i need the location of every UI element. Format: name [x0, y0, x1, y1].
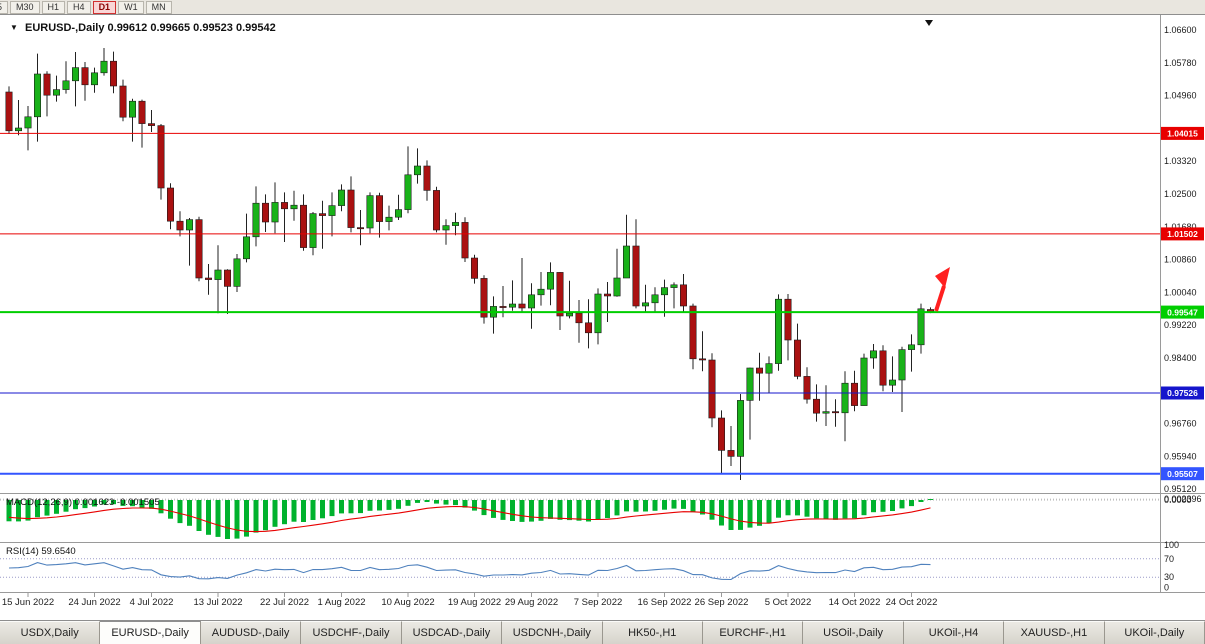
chart-tab-usdx-daily[interactable]: USDX,Daily: [0, 621, 101, 644]
svg-text:14 Oct 2022: 14 Oct 2022: [829, 597, 881, 608]
timeframe-button-h1[interactable]: H1: [41, 0, 66, 14]
price-line-badges: 1.04015 1.01502 0.99547 0.97526 0.95507: [1161, 126, 1204, 481]
chart-tab-usdchf-daily[interactable]: USDCHF-,Daily: [301, 621, 402, 644]
svg-text:1.04015: 1.04015: [1167, 129, 1198, 139]
horizontal-support-resistance-lines[interactable]: [0, 132, 1160, 475]
svg-text:22 Jul 2022: 22 Jul 2022: [260, 597, 309, 608]
svg-text:24 Oct 2022: 24 Oct 2022: [886, 597, 938, 608]
svg-text:13 Jul 2022: 13 Jul 2022: [193, 597, 242, 608]
chart-tab-eurusd-daily[interactable]: EURUSD-,Daily: [100, 621, 201, 644]
svg-text:7 Sep 2022: 7 Sep 2022: [574, 597, 623, 608]
price-axis-labels: 1.06600 1.05780 1.04960 1.03320 1.02500 1.016…: [1164, 25, 1197, 494]
rsi-line: [8, 562, 931, 581]
rsi-indicator-label: RSI(14) 59.6540: [6, 546, 76, 557]
svg-text:1.04960: 1.04960: [1164, 91, 1197, 101]
trend-arrow-annotation[interactable]: [934, 267, 950, 312]
macd-signal-line: [8, 505, 931, 533]
svg-text:1.05780: 1.05780: [1164, 58, 1197, 68]
chart-tab-ukoil-h4[interactable]: UKOil-,H4: [903, 621, 1005, 644]
svg-text:0.99547: 0.99547: [1167, 307, 1198, 317]
svg-text:100: 100: [1164, 540, 1179, 550]
svg-text:0: 0: [1164, 583, 1169, 593]
chart-title: ▼ EURUSD-,Daily 0.99612 0.99665 0.99523 …: [10, 22, 276, 34]
svg-text:29 Aug 2022: 29 Aug 2022: [505, 597, 558, 608]
svg-text:5 Oct 2022: 5 Oct 2022: [765, 597, 811, 608]
symbol-dropdown-triangle-icon[interactable]: ▼: [10, 23, 18, 32]
svg-text:1.00860: 1.00860: [1164, 255, 1197, 265]
rsi-value: 59.6540: [41, 546, 76, 557]
svg-text:10 Aug 2022: 10 Aug 2022: [381, 597, 434, 608]
svg-text:19 Aug 2022: 19 Aug 2022: [448, 597, 501, 608]
time-axis: 15 Jun 2022 24 Jun 2022 4 Jul 2022 13 Jul 2…: [2, 593, 938, 608]
chart-tab-hk50-h1[interactable]: HK50-,H1: [602, 621, 703, 644]
timeframe-button-mn[interactable]: MN: [145, 0, 172, 14]
chart-ohlc-values: 0.99612 0.99665 0.99523 0.99542: [107, 22, 276, 34]
chart-tab-xauusd-h1[interactable]: XAUUSD-,H1: [1004, 621, 1105, 644]
chart-tab-usdcad-daily[interactable]: USDCAD-,Daily: [401, 621, 503, 644]
svg-text:0.97526: 0.97526: [1167, 388, 1198, 398]
svg-text:1.01680: 1.01680: [1164, 222, 1197, 232]
rsi-name: RSI(14): [6, 546, 39, 557]
svg-text:0.99220: 0.99220: [1164, 320, 1197, 330]
svg-text:1.02500: 1.02500: [1164, 189, 1197, 199]
svg-text:0.98400: 0.98400: [1164, 353, 1197, 363]
chart-tab-usdcnh-daily[interactable]: USDCNH-,Daily: [502, 621, 603, 644]
macd-name: MACD(12,26,9): [6, 497, 72, 508]
macd-histogram: [6, 499, 933, 539]
chart-tab-ukoil-daily[interactable]: UKOil-,Daily: [1104, 621, 1205, 644]
timeframe-button-5[interactable]: 5: [0, 0, 9, 14]
chart-shift-marker-icon[interactable]: [925, 20, 933, 26]
svg-text:70: 70: [1164, 554, 1174, 564]
chart-area: 1.06600 1.05780 1.04960 1.03320 1.02500 1.016…: [0, 15, 1205, 620]
svg-text:0.002396: 0.002396: [1164, 494, 1202, 504]
svg-text:1.01502: 1.01502: [1167, 229, 1198, 239]
svg-text:0.95120: 0.95120: [1164, 484, 1197, 494]
macd-values: 0.001623 -0.001505: [74, 497, 160, 508]
svg-text:1 Aug 2022: 1 Aug 2022: [317, 597, 365, 608]
svg-text:1.03320: 1.03320: [1164, 156, 1197, 166]
svg-text:15 Jun 2022: 15 Jun 2022: [2, 597, 54, 608]
svg-text:16 Sep 2022: 16 Sep 2022: [638, 597, 692, 608]
macd-indicator-label: MACD(12,26,9) 0.001623 -0.001505: [6, 497, 160, 508]
svg-text:0.0000: 0.0000: [1164, 495, 1192, 505]
price-chart-canvas[interactable]: 1.06600 1.05780 1.04960 1.03320 1.02500 1.016…: [0, 15, 1205, 620]
svg-text:1.00040: 1.00040: [1164, 287, 1197, 297]
timeframe-button-m30[interactable]: M30: [10, 0, 40, 14]
svg-text:26 Sep 2022: 26 Sep 2022: [695, 597, 749, 608]
chart-symbol-period: EURUSD-,Daily: [24, 22, 105, 34]
svg-text:1.06600: 1.06600: [1164, 25, 1197, 35]
svg-text:24 Jun 2022: 24 Jun 2022: [68, 597, 120, 608]
svg-text:30: 30: [1164, 572, 1174, 582]
svg-text:0.95507: 0.95507: [1167, 469, 1198, 479]
svg-text:0.96760: 0.96760: [1164, 419, 1197, 429]
chart-tab-usoil-daily[interactable]: USOil-,Daily: [803, 621, 904, 644]
svg-text:0.95940: 0.95940: [1164, 451, 1197, 461]
chart-tab-eurchf-h1[interactable]: EURCHF-,H1: [702, 621, 804, 644]
timeframe-button-w1[interactable]: W1: [118, 0, 144, 14]
svg-text:4 Jul 2022: 4 Jul 2022: [130, 597, 174, 608]
timeframe-button-h4[interactable]: H4: [67, 0, 91, 14]
timeframe-button-d1[interactable]: D1: [92, 0, 117, 14]
timeframe-toolbar: 5M30H1H4D1W1MN: [0, 0, 1205, 15]
chart-tab-bar: USDX,Daily EURUSD-,Daily AUDUSD-,Daily USDC…: [0, 620, 1205, 644]
chart-tab-audusd-daily[interactable]: AUDUSD-,Daily: [200, 621, 302, 644]
candlestick-series: [5, 48, 934, 480]
